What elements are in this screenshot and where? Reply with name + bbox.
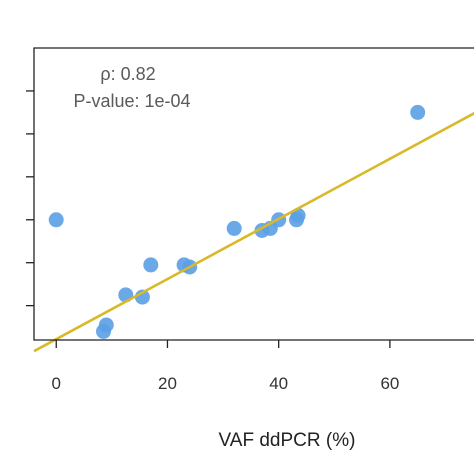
y-tick-label: 40	[0, 167, 4, 186]
data-point	[226, 220, 242, 236]
marks-layer	[33, 104, 474, 353]
data-point	[48, 212, 64, 228]
data-point	[143, 257, 159, 273]
y-tick-label: 60	[0, 81, 4, 100]
rho-annotation: ρ: 0.82	[100, 64, 155, 84]
regression-line	[33, 111, 474, 353]
data-point	[98, 317, 114, 333]
x-tick-label: 40	[269, 374, 288, 393]
pvalue-annotation: P-value: 1e-04	[73, 91, 190, 111]
axis-layer: 0 20 40 60 20 40 60	[0, 81, 399, 393]
x-tick-label: 20	[158, 374, 177, 393]
x-tick-label: 0	[52, 374, 61, 393]
x-tick-label: 60	[380, 374, 399, 393]
y-tick-label: 20	[0, 253, 4, 272]
data-point	[410, 104, 426, 120]
plot-frame	[33, 47, 474, 341]
x-axis-title: VAF ddPCR (%)	[219, 430, 356, 451]
